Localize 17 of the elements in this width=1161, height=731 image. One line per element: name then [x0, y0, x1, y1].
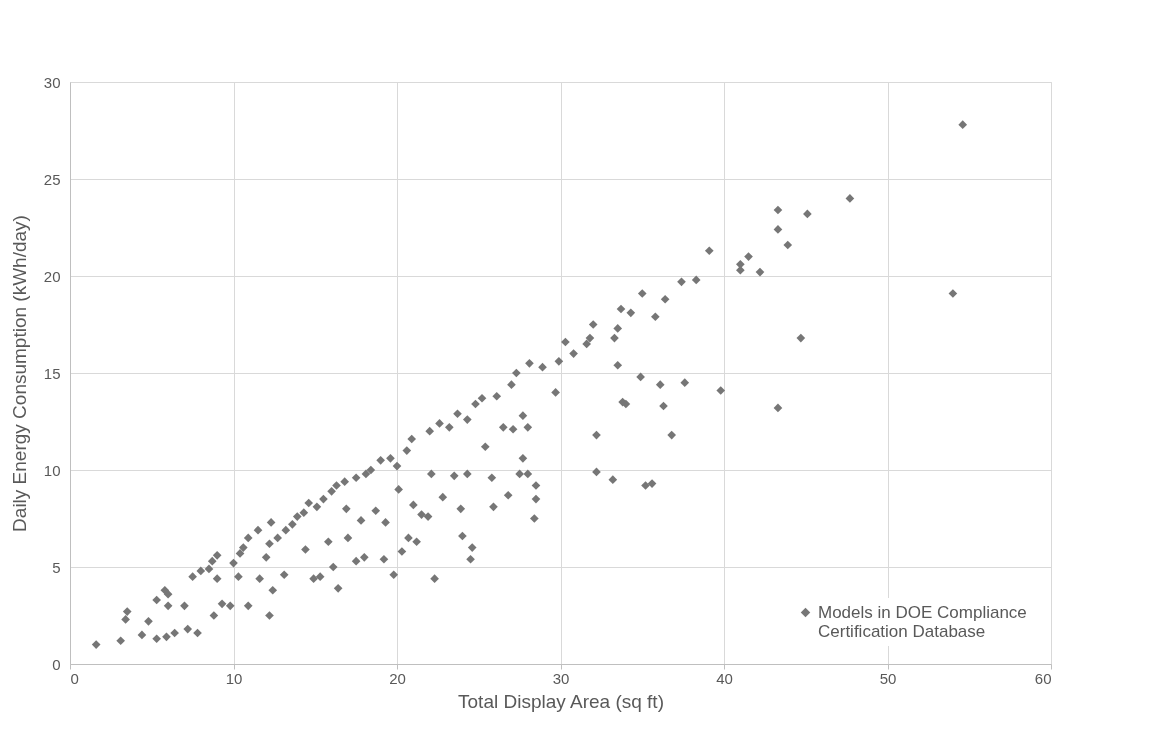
x-axis-title: Total Display Area (sq ft)	[458, 690, 664, 712]
y-tick-label: 5	[52, 558, 61, 576]
x-tick-label: 10	[225, 669, 243, 687]
y-axis-title: Daily Energy Consumption (kWh/day)	[8, 215, 30, 532]
x-tick-label: 30	[552, 669, 570, 687]
x-tick-label: 40	[716, 669, 733, 687]
y-tick-label: 0	[52, 655, 61, 673]
y-tick-label: 25	[43, 170, 61, 188]
y-tick-label: 10	[43, 461, 61, 479]
x-tick-label: 0	[70, 669, 79, 687]
x-tick-label: 50	[879, 669, 897, 687]
y-tick-label: 30	[43, 73, 61, 91]
legend-label: Models in DOE Compliance Certification Database	[818, 602, 1027, 641]
y-tick-label: 20	[43, 267, 61, 285]
x-tick-label: 60	[1034, 669, 1052, 687]
y-tick-label: 15	[43, 364, 61, 382]
x-tick-label: 20	[389, 669, 406, 687]
